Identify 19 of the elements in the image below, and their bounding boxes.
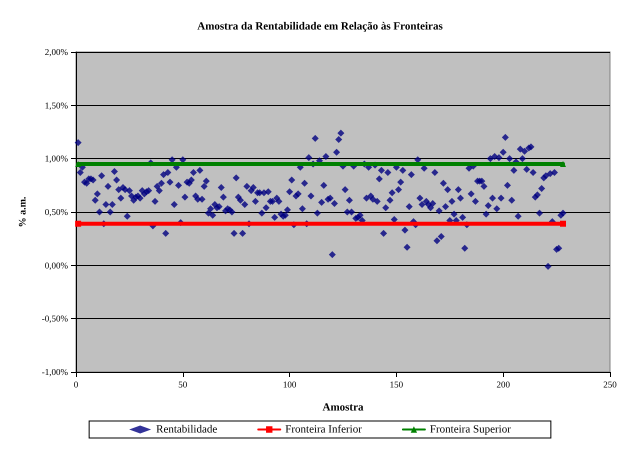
x-tick-label: 200 xyxy=(496,380,510,390)
x-axis-title: Amostra xyxy=(322,402,364,414)
legend-label: Fronteira Superior xyxy=(430,424,512,436)
y-tick-label: 1,00% xyxy=(44,154,68,164)
y-tick-label: 1,50% xyxy=(44,100,68,110)
y-axis-title: % a.m. xyxy=(18,196,28,228)
x-tick-label: 0 xyxy=(74,380,79,390)
y-tick-label: -1,00% xyxy=(42,367,68,377)
y-tick-label: -0,50% xyxy=(42,314,68,324)
y-tick-label: 0,00% xyxy=(44,260,68,270)
x-tick-label: 50 xyxy=(178,380,188,390)
legend-label: Fronteira Inferior xyxy=(285,424,362,436)
x-tick-label: 150 xyxy=(390,380,404,390)
legend-label: Rentabilidade xyxy=(156,424,218,436)
y-tick-label: 2,00% xyxy=(44,47,68,57)
x-tick-label: 100 xyxy=(282,380,297,390)
y-tick-label: 0,50% xyxy=(44,207,68,217)
chart-title: Amostra da Rentabilidade em Relação às Fronteiras xyxy=(197,20,444,32)
x-tick-label: 250 xyxy=(603,380,618,390)
